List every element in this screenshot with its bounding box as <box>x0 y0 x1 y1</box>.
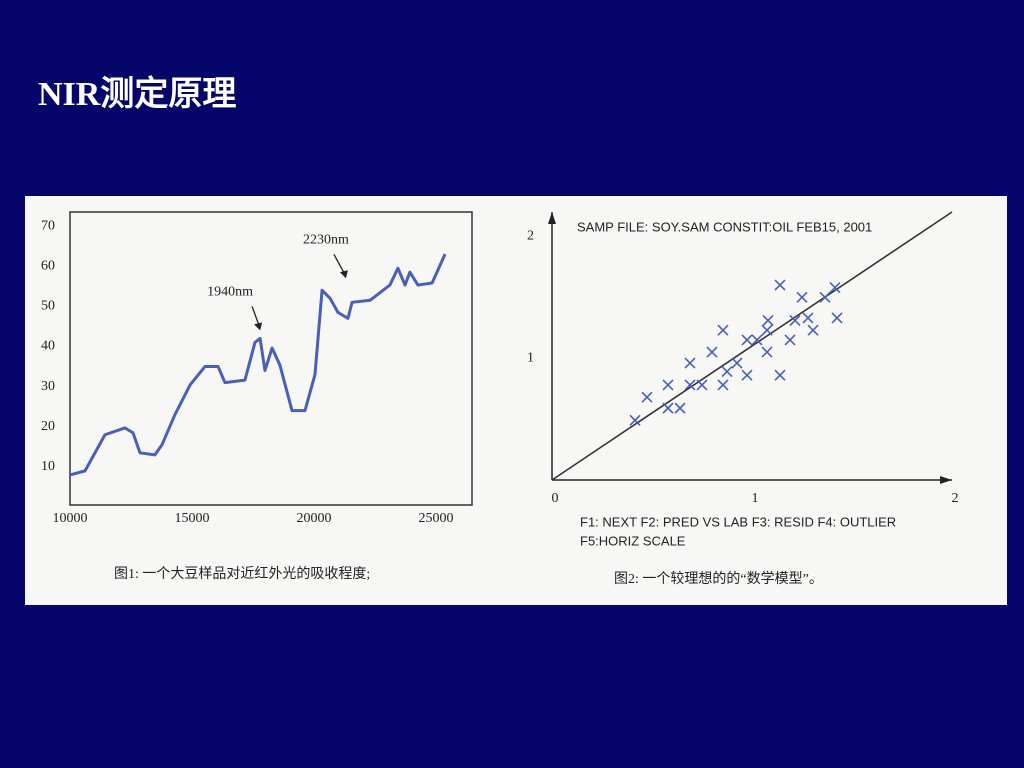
footer-line: F5:HORIZ SCALE <box>580 533 686 548</box>
point <box>741 369 753 381</box>
point <box>662 379 674 391</box>
point <box>774 369 786 381</box>
point <box>684 379 696 391</box>
y-tick-label: 40 <box>41 339 55 354</box>
x-tick-label: 15000 <box>175 511 210 526</box>
plot-frame <box>69 211 473 506</box>
annotation: 1940nm <box>207 285 253 300</box>
subtitle: SAMP FILE: SOY.SAM CONSTIT:OIL FEB15, 20… <box>577 219 872 234</box>
y-tick-label: 70 <box>41 218 55 233</box>
point <box>807 324 819 336</box>
point <box>674 402 686 414</box>
point <box>706 346 718 358</box>
x-tick-label: 0 <box>552 491 559 506</box>
arrow-head <box>339 270 348 279</box>
x-tick-label: 2 <box>952 491 959 506</box>
x-tick-label: 1 <box>752 491 759 506</box>
point <box>741 334 753 346</box>
point <box>761 324 773 336</box>
point <box>751 334 763 346</box>
point <box>784 334 796 346</box>
y-axis-arrow <box>548 212 556 224</box>
point <box>762 314 774 326</box>
fit-line <box>551 211 953 481</box>
point <box>696 379 708 391</box>
footer-line: F1: NEXT F2: PRED VS LAB F3: RESID F4: O… <box>580 514 896 529</box>
point <box>789 314 801 326</box>
point <box>829 281 841 294</box>
y-tick-label: 10 <box>41 459 55 474</box>
caption: 图2: 一个较理想的的“数学模型”。 <box>614 571 823 587</box>
y-tick-label: 2 <box>527 229 534 244</box>
point <box>641 391 653 403</box>
annotation: 2230nm <box>303 232 349 247</box>
data-line <box>69 253 447 477</box>
point <box>629 414 641 426</box>
x-tick-label: 25000 <box>419 511 454 526</box>
y-tick-label: 50 <box>41 299 55 314</box>
point <box>819 291 831 303</box>
point <box>761 346 773 358</box>
panel <box>25 196 1007 605</box>
point <box>662 402 674 414</box>
x-tick-label: 20000 <box>297 511 332 526</box>
caption: 图1: 一个大豆样品对近红外光的吸收程度; <box>114 566 370 582</box>
point <box>717 324 729 336</box>
point <box>731 357 743 369</box>
point <box>717 379 729 391</box>
y-tick-label: 1 <box>527 350 534 365</box>
point <box>802 312 814 324</box>
point <box>684 357 696 369</box>
point <box>796 291 808 303</box>
x-tick-label: 10000 <box>53 511 88 526</box>
arrow-head <box>254 322 263 331</box>
y-tick-label: 60 <box>41 258 55 273</box>
y-tick-label: 30 <box>41 379 55 394</box>
point <box>774 279 786 291</box>
slide-title: NIR测定原理 <box>38 76 237 113</box>
y-tick-label: 20 <box>41 419 55 434</box>
point <box>721 366 733 378</box>
x-axis-arrow <box>940 476 952 484</box>
point <box>831 312 843 324</box>
